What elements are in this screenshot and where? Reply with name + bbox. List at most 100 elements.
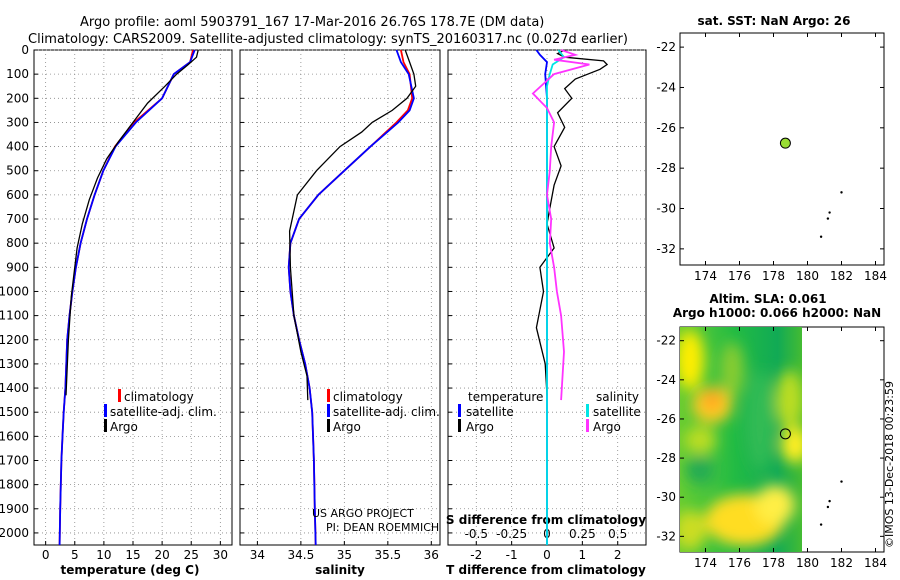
map-lat-label: -22 xyxy=(656,40,676,54)
island-dot xyxy=(826,217,830,220)
position-map-content xyxy=(779,137,843,238)
x-tick-label: 1 xyxy=(579,548,587,562)
depth-tick-label: 1600 xyxy=(0,429,29,443)
legend-label-t-argo: Argo xyxy=(466,420,494,434)
imos-watermark: ©IMOS 13-Dec-2018 00:23:59 xyxy=(883,381,896,548)
map-lat-label: -30 xyxy=(656,202,676,216)
header-line-1: Argo profile: aoml 5903791_167 17-Mar-20… xyxy=(80,15,544,30)
island-dot xyxy=(828,499,831,503)
legend-swatch-argo xyxy=(327,419,330,432)
difference-series xyxy=(531,49,609,545)
salinity-legend: climatology satellite-adj. clim. Argo xyxy=(327,389,440,434)
x-tick-label: -1 xyxy=(506,548,518,562)
x-tick-label: 0 xyxy=(543,548,551,562)
x-tick-label: 0 xyxy=(42,548,50,562)
depth-tick-label: 900 xyxy=(6,260,29,274)
map2-title: Altim. SLA: 0.061 xyxy=(709,292,826,306)
legend-label-satellite: satellite-adj. clim. xyxy=(110,405,217,419)
header-line-2: Climatology: CARS2009. Satellite-adjuste… xyxy=(28,32,628,47)
series-line-argo xyxy=(65,49,199,396)
salinity-grid xyxy=(240,49,440,545)
credit-pi: PI: DEAN ROEMMICH xyxy=(326,521,439,534)
map2-subtitle: Argo h1000: 0.066 h2000: NaN xyxy=(673,306,881,320)
legend-label-s-satellite: satellite xyxy=(593,405,641,419)
x-tick-label: 34 xyxy=(250,548,265,562)
depth-tick-label: 1400 xyxy=(0,381,29,395)
depth-tick-label: 400 xyxy=(6,140,29,154)
map-lat-label: -24 xyxy=(656,80,676,94)
legend-swatch-s-satellite xyxy=(586,404,589,417)
legend-swatch-t-argo xyxy=(458,419,461,432)
legend-swatch-satellite xyxy=(104,404,107,417)
legend-label-s-argo: Argo xyxy=(593,420,621,434)
series-line-s-satellite xyxy=(546,49,566,545)
salinity-series xyxy=(287,49,417,546)
island-dot xyxy=(840,480,843,483)
position-map-panel xyxy=(679,32,885,266)
salinity-axis-title: salinity xyxy=(315,563,365,577)
x-tick-label: 30 xyxy=(213,548,228,562)
island-dot xyxy=(819,523,823,526)
series-line-s-argo xyxy=(531,49,590,401)
island-dot xyxy=(840,191,843,194)
map-lon-label: 174 xyxy=(694,269,717,283)
map-lat-label: -22 xyxy=(656,334,676,348)
depth-tick-label: 2000 xyxy=(0,526,29,540)
legend-swatch-s-argo xyxy=(586,419,589,432)
depth-tick-label: 200 xyxy=(6,91,29,105)
temperature-legend: climatology satellite-adj. clim. Argo xyxy=(104,389,217,434)
altimetry-map-content xyxy=(779,428,843,526)
series-line-satellite-adj-clim- xyxy=(58,49,196,546)
map-lat-label: -32 xyxy=(656,242,676,256)
x-tick-label: 5 xyxy=(71,548,79,562)
temperature-series xyxy=(58,49,199,546)
depth-tick-label: 1900 xyxy=(0,502,29,516)
legend-title-salinity: salinity xyxy=(596,390,639,404)
island-dot xyxy=(826,505,830,509)
s-diff-tick-label: -0.25 xyxy=(496,527,527,541)
legend-swatch-climatology xyxy=(118,389,121,402)
depth-tick-label: 1500 xyxy=(0,405,29,419)
legend-label-satellite: satellite-adj. clim. xyxy=(333,405,440,419)
s-diff-tick-label: -0.5 xyxy=(465,527,488,541)
depth-tick-label: 1300 xyxy=(0,357,29,371)
legend-label-climatology: climatology xyxy=(124,390,194,404)
map-lon-label: 176 xyxy=(728,556,751,570)
legend-label-t-satellite: satellite xyxy=(466,405,514,419)
legend-swatch-satellite xyxy=(327,404,330,417)
map-lat-label: -28 xyxy=(656,451,676,465)
depth-axis-labels: 0 100 200 300 400 500 600 700 800 900 1000 1100 1200… xyxy=(0,43,29,540)
x-tick-label: 2 xyxy=(614,548,622,562)
depth-tick-label: 1200 xyxy=(0,333,29,347)
map-lat-label: -28 xyxy=(656,161,676,175)
map-lon-label: 176 xyxy=(728,269,751,283)
legend-swatch-climatology xyxy=(327,389,330,402)
x-tick-label: 36 xyxy=(424,548,439,562)
s-difference-axis-labels: -0.5 -0.25 0 0.25 0.5 xyxy=(465,527,628,541)
map-lat-label: -32 xyxy=(656,529,676,543)
series-line-climatology xyxy=(287,49,414,546)
map-lon-label: 184 xyxy=(864,556,887,570)
depth-tick-label: 800 xyxy=(6,236,29,250)
map-lon-label: 178 xyxy=(762,556,785,570)
salinity-axis-labels: 34 34.5 35 35.5 36 xyxy=(250,548,439,562)
x-tick-label: 34.5 xyxy=(288,548,315,562)
difference-legend: temperature salinity satellite Argo sate… xyxy=(458,390,641,434)
depth-tick-label: 700 xyxy=(6,212,29,226)
salinity-panel xyxy=(239,49,441,546)
series-line-climatology xyxy=(58,49,194,546)
depth-tick-label: 1800 xyxy=(0,478,29,492)
map1-title: sat. SST: NaN Argo: 26 xyxy=(697,14,850,28)
depth-tick-label: 100 xyxy=(6,67,29,81)
t-difference-axis-labels: -2 -1 0 1 2 xyxy=(470,548,621,562)
s-difference-axis-title: S difference from climatology xyxy=(446,513,646,527)
x-tick-label: 25 xyxy=(184,548,199,562)
depth-tick-label: 500 xyxy=(6,164,29,178)
s-diff-tick-label: 0.5 xyxy=(608,527,627,541)
series-line-t-argo xyxy=(535,49,609,396)
map-lat-label: -26 xyxy=(656,121,676,135)
depth-tick-label: 1700 xyxy=(0,453,29,467)
legend-label-climatology: climatology xyxy=(333,390,403,404)
x-tick-label: -2 xyxy=(470,548,482,562)
